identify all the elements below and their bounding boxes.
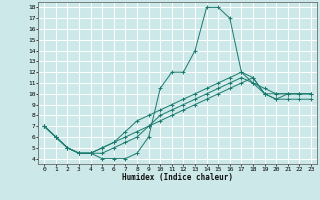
X-axis label: Humidex (Indice chaleur): Humidex (Indice chaleur) [122, 173, 233, 182]
